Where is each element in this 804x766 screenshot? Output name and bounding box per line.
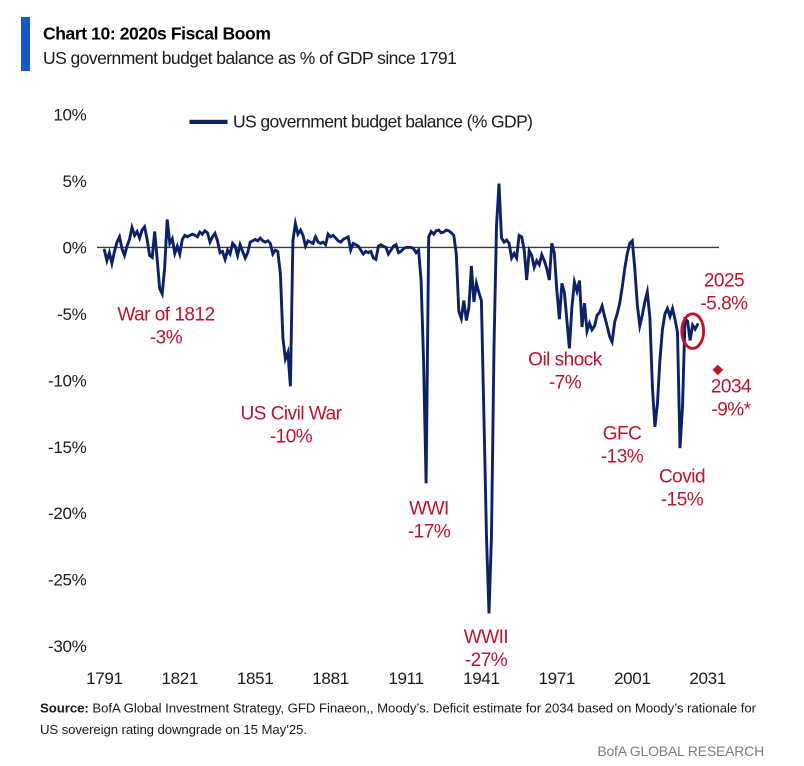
svg-text:-5.8%: -5.8%	[700, 293, 748, 314]
svg-text:2034: 2034	[711, 377, 752, 398]
svg-text:1941: 1941	[463, 669, 500, 688]
svg-text:-27%: -27%	[465, 650, 508, 671]
svg-text:2025: 2025	[704, 271, 744, 292]
svg-text:-9%*: -9%*	[711, 399, 751, 420]
svg-text:GFC: GFC	[603, 424, 642, 445]
svg-text:-25%: -25%	[48, 571, 87, 590]
svg-text:-15%: -15%	[661, 489, 704, 510]
svg-text:Covid: Covid	[659, 467, 705, 488]
svg-text:-17%: -17%	[408, 521, 451, 542]
svg-text:Chart 10: 2020s Fiscal Boom: Chart 10: 2020s Fiscal Boom	[43, 24, 271, 44]
svg-text:10%: 10%	[53, 106, 86, 125]
svg-text:5%: 5%	[63, 172, 87, 191]
svg-text:-3%: -3%	[150, 327, 183, 348]
svg-text:-5%: -5%	[57, 305, 87, 324]
svg-text:2031: 2031	[689, 669, 726, 688]
svg-text:BofA GLOBAL RESEARCH: BofA GLOBAL RESEARCH	[597, 743, 764, 759]
svg-text:-10%: -10%	[270, 426, 313, 447]
svg-text:-10%: -10%	[48, 371, 87, 390]
svg-text:WWII: WWII	[464, 627, 508, 648]
svg-text:Oil shock: Oil shock	[528, 350, 603, 371]
svg-text:2001: 2001	[614, 669, 651, 688]
svg-text:-20%: -20%	[48, 504, 87, 523]
svg-text:US sovereign rating downgrade: US sovereign rating downgrade on 15 May’…	[40, 722, 307, 737]
svg-text:War of 1812: War of 1812	[117, 305, 214, 326]
svg-text:1791: 1791	[86, 669, 123, 688]
svg-text:WWI: WWI	[409, 499, 449, 520]
svg-text:1851: 1851	[237, 669, 274, 688]
svg-text:US government budget balance (: US government budget balance (% GDP)	[233, 112, 532, 132]
svg-text:1821: 1821	[161, 669, 198, 688]
svg-text:-7%: -7%	[549, 372, 582, 393]
svg-text:Source: BofA Global Investment: Source: BofA Global Investment Strategy,…	[40, 701, 757, 716]
svg-text:0%: 0%	[63, 238, 87, 257]
svg-text:1881: 1881	[312, 669, 349, 688]
svg-text:US government budget balance a: US government budget balance as % of GDP…	[43, 48, 456, 68]
svg-text:-15%: -15%	[48, 438, 87, 457]
svg-text:-13%: -13%	[601, 446, 644, 467]
svg-text:1911: 1911	[388, 669, 423, 688]
svg-text:-30%: -30%	[48, 637, 87, 656]
svg-text:US Civil War: US Civil War	[241, 404, 343, 425]
svg-text:1971: 1971	[538, 669, 575, 688]
